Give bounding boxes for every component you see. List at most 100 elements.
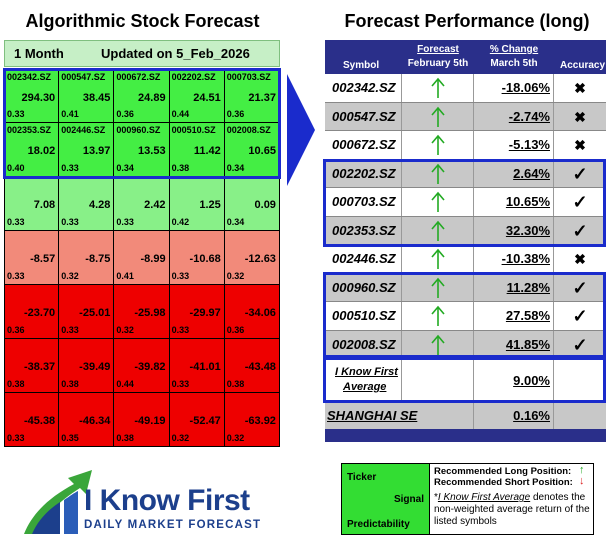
cell-ticker: 002202.SZ <box>171 72 216 82</box>
grid-row: 002342.SZ 294.30 0.33 000547.SZ 38.45 0.41 000… <box>4 69 280 123</box>
performance-rows: 002342.SZ -18.06% ✖ 000547.SZ -2.74% ✖ 000672.… <box>325 74 606 359</box>
cell-predictability: 0.38 <box>226 379 245 389</box>
cell-signal: 4.28 <box>88 199 111 211</box>
cell-signal: -23.70 <box>23 307 56 319</box>
arrow-up-icon <box>431 191 445 212</box>
cell-predictability: 0.34 <box>116 163 134 173</box>
performance-row: 002008.SZ 41.85% ✓ <box>325 330 606 359</box>
cell-predictability: 0.38 <box>116 433 134 443</box>
grid-cell: -43.48 0.38 <box>224 339 280 393</box>
grid-header: 1 Month Updated on 5_Feb_2026 <box>4 40 280 67</box>
check-icon: ✓ <box>572 192 588 212</box>
cell-signal: -29.97 <box>189 307 221 319</box>
col-symbol: Symbol <box>343 60 380 71</box>
performance-row: 000547.SZ -2.74% ✖ <box>325 102 606 131</box>
grid-cell: 7.08 0.33 <box>4 177 60 231</box>
grid-cell: -45.38 0.33 <box>4 393 60 447</box>
cell-signal: 294.30 <box>21 92 56 104</box>
row-forecast <box>402 188 474 216</box>
arrow-up-icon <box>431 334 445 355</box>
grid-cell: -49.19 0.38 <box>114 393 170 447</box>
cell-predictability: 0.44 <box>116 379 134 389</box>
cell-ticker: 002008.SZ <box>226 125 271 135</box>
grid-cell: 000960.SZ 13.53 0.34 <box>114 123 170 177</box>
logo-wordmark: I Know First <box>84 484 250 517</box>
arrow-up-icon <box>431 248 445 269</box>
arrow-down-icon: ↓ <box>579 475 585 487</box>
cell-predictability: 0.33 <box>7 271 25 281</box>
updated-label: Updated on 5_Feb_2026 <box>101 46 250 61</box>
cell-signal: 11.42 <box>193 145 221 157</box>
grid-cell: 2.42 0.33 <box>114 177 170 231</box>
cell-ticker: 000672.SZ <box>116 72 161 82</box>
cell-signal: 24.51 <box>193 92 221 104</box>
legend-short: Recommended Short Position: <box>434 477 573 488</box>
legend-cell-sample: Ticker Signal Predictability <box>342 464 430 534</box>
grid-cell: -39.82 0.44 <box>114 339 170 393</box>
grid-cell: 002202.SZ 24.51 0.44 <box>169 69 225 123</box>
row-change: 2.64% <box>474 159 554 187</box>
arrow-up-icon <box>431 163 445 184</box>
row-symbol: 002342.SZ <box>325 74 402 102</box>
grid-cell: 1.25 0.42 <box>169 177 225 231</box>
grid-cell: -38.37 0.38 <box>4 339 60 393</box>
row-change: 10.65% <box>474 188 554 216</box>
cell-signal: 13.53 <box>138 145 166 157</box>
average-change: 9.00% <box>474 359 554 402</box>
cell-predictability: 0.33 <box>61 217 79 227</box>
index-accuracy-cell <box>554 403 606 429</box>
row-symbol: 000547.SZ <box>325 102 402 130</box>
cell-signal: 13.97 <box>82 145 111 157</box>
row-change: -18.06% <box>474 74 554 102</box>
cell-signal: -25.01 <box>79 307 111 319</box>
cell-predictability: 0.32 <box>116 325 134 335</box>
grid-row: -8.57 0.33 -8.75 0.32 -8.99 0.41 -10.68 0.33 -12… <box>4 231 280 285</box>
arrow-up-icon <box>431 305 445 326</box>
grid-cell: -8.99 0.41 <box>114 231 170 285</box>
grid-cell: -34.06 0.36 <box>224 285 280 339</box>
row-symbol: 000510.SZ <box>325 302 402 330</box>
average-label: I Know First Average <box>325 359 402 402</box>
cell-ticker: 000547.SZ <box>61 72 106 82</box>
legend-average-text: denotes the non-weighted average return … <box>434 492 590 527</box>
row-symbol: 000703.SZ <box>325 188 402 216</box>
row-symbol: 002446.SZ <box>325 245 402 273</box>
grid-cell: -8.75 0.32 <box>59 231 115 285</box>
left-panel-title: Algorithmic Stock Forecast <box>25 11 260 31</box>
cell-ticker: 002342.SZ <box>7 72 52 82</box>
grid-row: -38.37 0.38 -39.49 0.38 -39.82 0.44 -41.01 0.33… <box>4 339 280 393</box>
legend-ticker: Ticker <box>347 472 377 483</box>
performance-row: 000703.SZ 10.65% ✓ <box>325 188 606 217</box>
legend-average-link: I Know First Average <box>437 492 531 503</box>
cell-signal: -45.38 <box>23 415 56 427</box>
cell-signal: -8.99 <box>140 253 166 265</box>
cell-signal: -12.63 <box>244 253 276 265</box>
check-icon: ✓ <box>572 334 588 355</box>
cell-signal: -41.01 <box>189 361 221 373</box>
cell-predictability: 0.38 <box>171 163 190 173</box>
cell-predictability: 0.34 <box>226 217 245 227</box>
cell-signal: 38.45 <box>82 92 111 104</box>
grid-row: 7.08 0.33 4.28 0.33 2.42 0.33 1.25 0.42 0.09 0.34 <box>4 177 280 231</box>
cell-signal: 1.25 <box>199 199 221 211</box>
row-symbol: 000960.SZ <box>325 273 402 301</box>
legend-average-description: *I Know First Average denotes the non-we… <box>434 492 590 527</box>
cell-signal: -49.19 <box>134 415 166 427</box>
cell-signal: -39.82 <box>134 361 166 373</box>
performance-row: 000510.SZ 27.58% ✓ <box>325 302 606 331</box>
grid-cell: -25.01 0.33 <box>59 285 115 339</box>
cell-predictability: 0.35 <box>61 433 79 443</box>
row-forecast <box>402 245 474 273</box>
cell-signal: -39.49 <box>79 361 111 373</box>
cell-signal: 2.42 <box>144 199 166 211</box>
right-panel-title: Forecast Performance (long) <box>344 11 590 31</box>
legend-long: Recommended Long Position: <box>434 466 572 477</box>
row-forecast <box>402 159 474 187</box>
cell-predictability: 0.38 <box>7 379 25 389</box>
check-icon: ✓ <box>572 220 588 241</box>
cell-predictability: 0.36 <box>226 109 245 119</box>
grid-cell: 000510.SZ 11.42 0.38 <box>169 123 225 177</box>
cell-predictability: 0.33 <box>61 325 79 335</box>
row-forecast <box>402 102 474 130</box>
cell-signal: -38.37 <box>23 361 56 373</box>
